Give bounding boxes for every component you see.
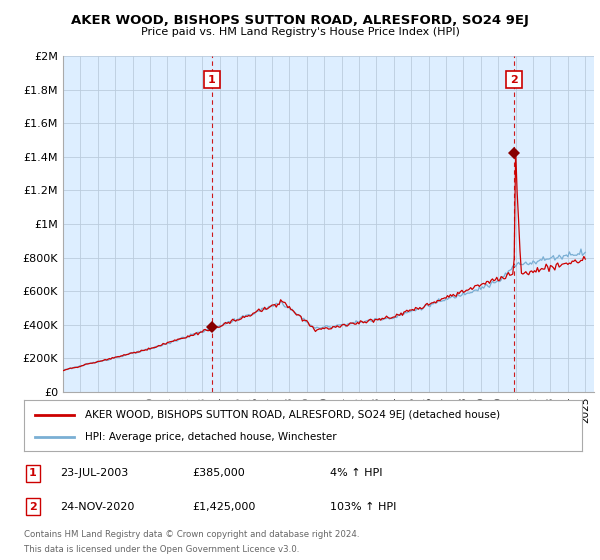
Text: 23-JUL-2003: 23-JUL-2003 <box>60 468 128 478</box>
Text: 2: 2 <box>510 74 518 85</box>
Text: 24-NOV-2020: 24-NOV-2020 <box>60 502 134 512</box>
Text: 1: 1 <box>208 74 216 85</box>
Text: Price paid vs. HM Land Registry's House Price Index (HPI): Price paid vs. HM Land Registry's House … <box>140 27 460 37</box>
Text: AKER WOOD, BISHOPS SUTTON ROAD, ALRESFORD, SO24 9EJ: AKER WOOD, BISHOPS SUTTON ROAD, ALRESFOR… <box>71 14 529 27</box>
Text: £1,425,000: £1,425,000 <box>192 502 256 512</box>
Text: £385,000: £385,000 <box>192 468 245 478</box>
Text: Contains HM Land Registry data © Crown copyright and database right 2024.: Contains HM Land Registry data © Crown c… <box>24 530 359 539</box>
Text: This data is licensed under the Open Government Licence v3.0.: This data is licensed under the Open Gov… <box>24 545 299 554</box>
Text: 2: 2 <box>29 502 37 512</box>
Text: 4% ↑ HPI: 4% ↑ HPI <box>330 468 383 478</box>
Text: AKER WOOD, BISHOPS SUTTON ROAD, ALRESFORD, SO24 9EJ (detached house): AKER WOOD, BISHOPS SUTTON ROAD, ALRESFOR… <box>85 409 500 419</box>
Text: HPI: Average price, detached house, Winchester: HPI: Average price, detached house, Winc… <box>85 432 337 442</box>
Text: 1: 1 <box>29 468 37 478</box>
Text: 103% ↑ HPI: 103% ↑ HPI <box>330 502 397 512</box>
